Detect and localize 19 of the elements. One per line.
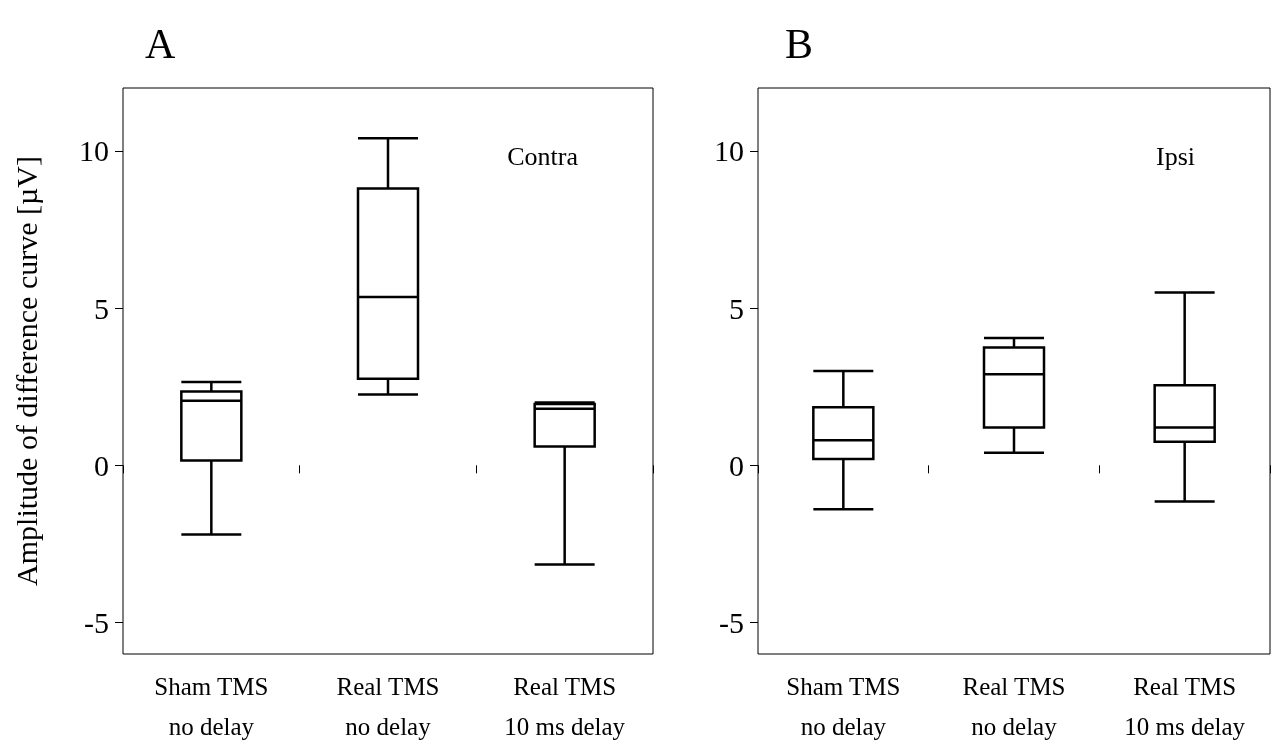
y-axis-title: Amplitude of difference curve [µV] bbox=[9, 156, 43, 586]
y-tick-label: -5 bbox=[84, 606, 109, 640]
x-tick-label: Sham TMS no delay bbox=[154, 672, 269, 740]
y-tick-label: 0 bbox=[94, 448, 109, 482]
x-tick-label: Real TMS 10 ms delay bbox=[1124, 672, 1246, 740]
annotation: Ipsi bbox=[1156, 141, 1195, 171]
y-tick-label: -5 bbox=[719, 606, 744, 640]
x-tick-label: Real TMS 10 ms delay bbox=[504, 672, 626, 740]
y-tick-label: 5 bbox=[94, 291, 109, 325]
y-tick-label: 5 bbox=[729, 291, 744, 325]
annotation: Contra bbox=[507, 141, 579, 171]
y-tick-label: 10 bbox=[79, 134, 109, 168]
y-tick-label: 0 bbox=[729, 448, 744, 482]
chart-title: A bbox=[145, 21, 176, 67]
x-tick-label: Real TMS no delay bbox=[962, 672, 1066, 740]
y-tick-label: 10 bbox=[714, 134, 744, 168]
x-tick-label: Sham TMS no delay bbox=[786, 672, 901, 740]
x-tick-label: Real TMS no delay bbox=[336, 672, 440, 740]
chart-title: B bbox=[785, 21, 814, 67]
